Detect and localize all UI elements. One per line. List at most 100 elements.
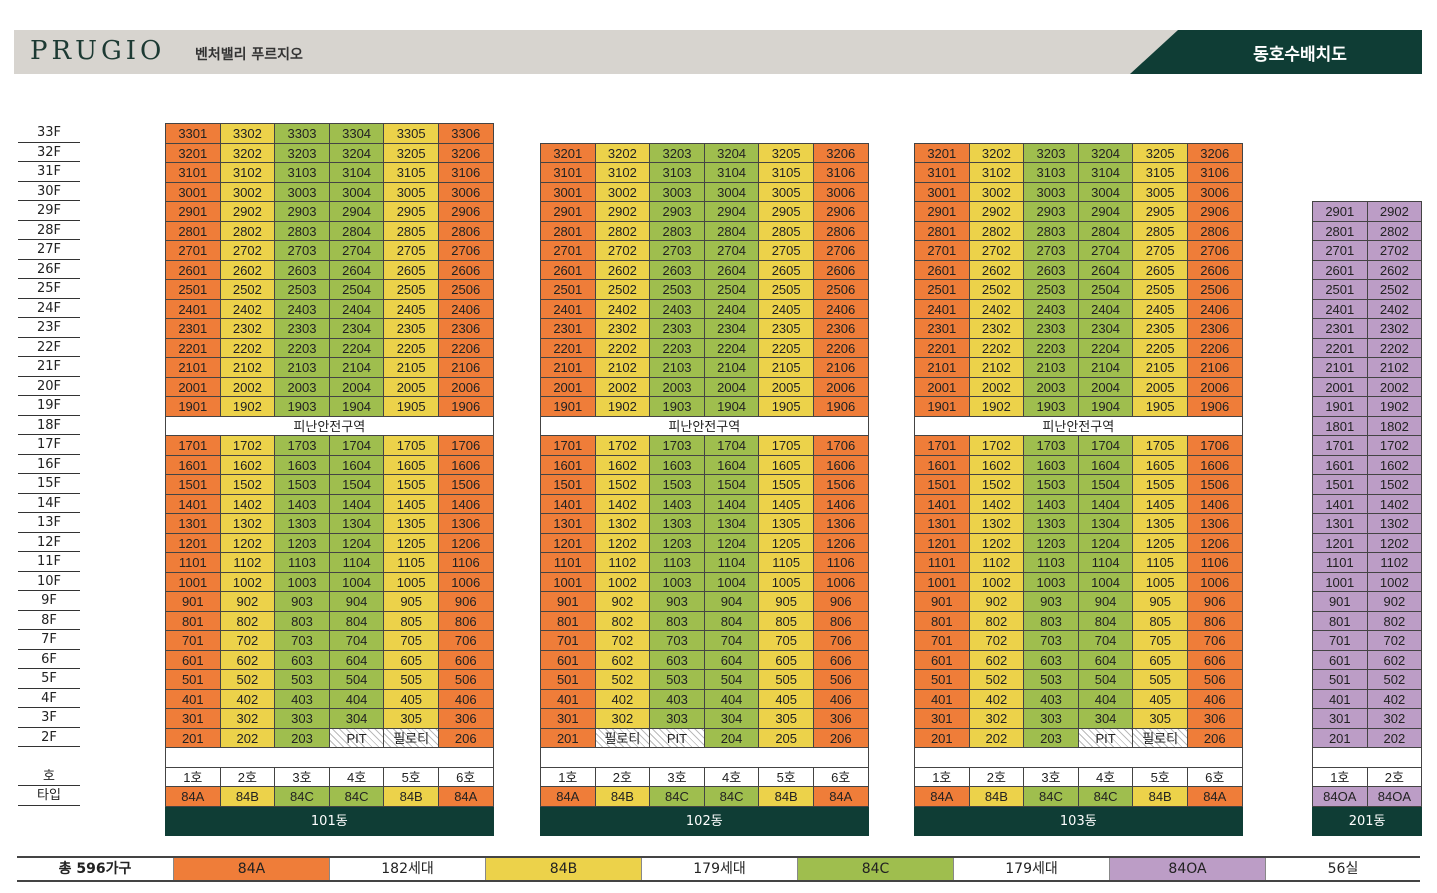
unit-cell: 2705 [1133, 241, 1188, 261]
unit-cell: 1302 [220, 514, 276, 534]
unit-cell: 1402 [595, 494, 651, 514]
unit-cell: 1002 [595, 572, 651, 592]
unit-cell: 2306 [438, 319, 494, 339]
floor-row: 1701 1702 1703 1704 1705 1706 [166, 436, 494, 456]
unit-cell: 2501 [915, 280, 970, 300]
unit-cell: 505 [384, 670, 439, 690]
page-title: 동호수배치도 [1130, 30, 1422, 74]
floor-label: 17F [18, 435, 80, 455]
unit-cell: 1001 [541, 572, 596, 592]
floor-row: 2901 2902 2903 2904 2905 2906 [915, 202, 1243, 222]
unit-cell: 3206 [1187, 143, 1243, 163]
unit-cell: 2902 [220, 202, 276, 222]
unit-cell: 1103 [650, 553, 705, 573]
unit-cell: 1201 [541, 533, 596, 553]
unit-cell: 1502 [969, 475, 1025, 495]
unit-cell: 2402 [969, 299, 1025, 319]
unit-cell: 1205 [384, 533, 439, 553]
unit-cell: 3002 [220, 182, 276, 202]
legend-type-84a: 84A [174, 858, 330, 880]
unit-cell: 2804 [704, 221, 760, 241]
unit-cell: 1903 [650, 397, 705, 417]
floor-row: 2701 2702 2703 2704 2705 2706 [915, 241, 1243, 261]
ho-row: 1호 2호 3호 4호 5호 6호 [166, 767, 494, 787]
unit-cell: 305 [759, 709, 814, 729]
unit-cell: 1101 [541, 553, 596, 573]
unit-cell: 1706 [813, 436, 869, 456]
floor-row: 3001 3002 3003 3004 3005 3006 [915, 182, 1243, 202]
unit-cell: 2502 [595, 280, 651, 300]
unit-cell: 402 [969, 689, 1025, 709]
unit-cell: 504 [1078, 670, 1134, 690]
unit-cell: 1701 [541, 436, 596, 456]
unit-cell: 601 [1313, 650, 1368, 670]
unit-cell: 2306 [1187, 319, 1243, 339]
unit-cell: 903 [275, 592, 330, 612]
floor-label: 13F [18, 513, 80, 533]
type-cell: 84C [1024, 787, 1079, 807]
unit-cell: 2406 [438, 299, 494, 319]
type-row: 84OA 84OA [1313, 787, 1423, 807]
unit-cell: 2006 [813, 377, 869, 397]
floor-row: 2401 2402 2403 2404 2405 2406 [541, 299, 869, 319]
unit-cell: 1305 [759, 514, 814, 534]
floor-row: 1401 1402 1403 1404 1405 1406 [915, 494, 1243, 514]
unit-cell: 1904 [1078, 397, 1134, 417]
unit-cell: 2804 [329, 221, 385, 241]
unit-cell: 205 [759, 728, 814, 748]
unit-cell: 2505 [1133, 280, 1188, 300]
floor-row: 201 필로티 PIT 204 205 206 [541, 728, 869, 748]
unit-cell: 2305 [384, 319, 439, 339]
unit-cell: 301 [915, 709, 970, 729]
unit-cell: 3105 [1133, 163, 1188, 183]
building-101동: 3301 3302 3303 3304 3305 3306 3201 3202 3203 3204… [165, 123, 494, 807]
unit-cell: 1203 [275, 533, 330, 553]
unit-cell: 2104 [704, 358, 760, 378]
unit-cell: 903 [1024, 592, 1079, 612]
unit-cell: 2206 [1187, 338, 1243, 358]
type-cell: 84C [650, 787, 705, 807]
unit-cell: 3003 [650, 182, 705, 202]
unit-cell: 2001 [1313, 377, 1368, 397]
unit-cell: 2103 [275, 358, 330, 378]
unit-cell: 1203 [1024, 533, 1079, 553]
unit-cell: 705 [759, 631, 814, 651]
unit-cell: 2005 [759, 377, 814, 397]
unit-cell: 3001 [915, 182, 970, 202]
unit-cell: 206 [1187, 728, 1243, 748]
floor-row: 1601 1602 1603 1604 1605 1606 [166, 455, 494, 475]
unit-cell: 305 [1133, 709, 1188, 729]
type-cell: 84A [166, 787, 221, 807]
unit-cell: 2504 [329, 280, 385, 300]
floor-label: 33F [18, 123, 80, 143]
unit-cell: 801 [1313, 611, 1368, 631]
unit-cell: 1902 [969, 397, 1025, 417]
unit-cell: 704 [704, 631, 760, 651]
floor-row: 2201 2202 2203 2204 2205 2206 [915, 338, 1243, 358]
unit-cell: 3004 [329, 182, 385, 202]
unit-cell: 503 [275, 670, 330, 690]
unit-cell: 2505 [759, 280, 814, 300]
ho-cell: 1호 [1313, 767, 1368, 787]
floor-row: 2601 2602 [1313, 260, 1423, 280]
unit-cell: 403 [650, 689, 705, 709]
unit-cell: 3002 [969, 182, 1025, 202]
unit-cell: 1303 [1024, 514, 1079, 534]
unit-cell: 2404 [329, 299, 385, 319]
unit-cell: 2405 [759, 299, 814, 319]
floor-row: 2501 2502 2503 2504 2505 2506 [915, 280, 1243, 300]
unit-cell: 1703 [1024, 436, 1079, 456]
unit-cell: 2906 [1187, 202, 1243, 222]
unit-cell: 904 [329, 592, 385, 612]
unit-cell: 1105 [759, 553, 814, 573]
unit-cell: 2302 [595, 319, 651, 339]
floor-label: 11F [18, 552, 80, 572]
unit-cell: 2302 [1367, 319, 1423, 339]
floor-row: 801 802 803 804 805 806 [541, 611, 869, 631]
unit-cell: 1502 [220, 475, 276, 495]
unit-cell: 2706 [813, 241, 869, 261]
unit-cell: 1501 [1313, 475, 1368, 495]
unit-cell: 805 [759, 611, 814, 631]
unit-cell: 3106 [813, 163, 869, 183]
unit-cell: 902 [969, 592, 1025, 612]
